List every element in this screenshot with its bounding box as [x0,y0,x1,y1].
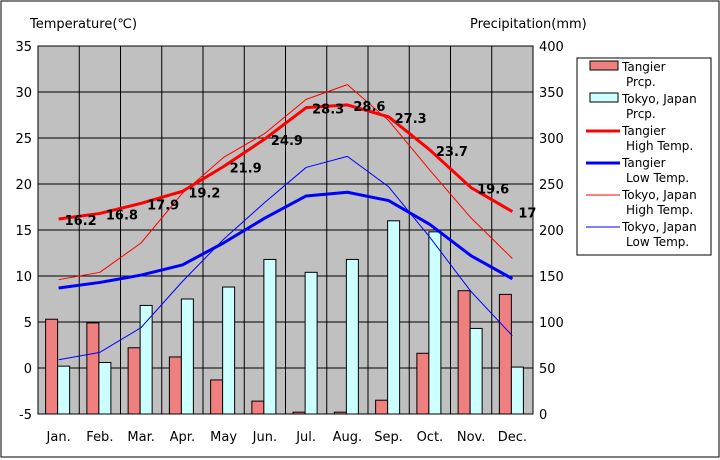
right-tick-label: 150 [539,270,564,285]
legend-label-tokyo-prcp-line2: Prcp. [626,107,656,121]
right-axis-ticks: 0 50 100 150 200 250 300 350 400 [539,40,564,423]
left-tick-label: 15 [15,224,32,239]
data-label-tangier-high-2: 17.9 [147,198,179,213]
bar-tangier-prcp-3 [168,356,182,415]
line-tangier-high-temp [58,103,514,221]
right-tick-label: 300 [539,132,564,147]
x-tick-label: Aug. [333,430,363,445]
bar-tangier-prcp-0 [45,318,59,415]
legend-label-tangier-prcp-line1: Tangier [621,60,666,74]
bar-tokyo-prcp-3 [180,298,194,415]
legend-label-tokyo-high-line1: Tokyo, Japan [621,188,697,202]
data-label-tangier-high-3: 19.2 [188,186,220,201]
left-tick-label: 5 [24,316,32,331]
legend-box [576,57,712,256]
legend-swatch-tokyo-prcp [589,92,619,103]
bar-tangier-prcp-8 [375,399,389,415]
x-tick-label: Oct. [417,430,444,445]
left-tick-label: 30 [15,86,32,101]
bar-tokyo-prcp-6 [304,271,318,415]
left-tick-label: 25 [15,132,32,147]
left-tick-label: 20 [15,178,32,193]
left-axis-ticks: -5 0 5 10 15 20 25 30 35 [15,40,32,423]
legend-label-tangier-high-line2: High Temp. [626,139,693,153]
bar-tangier-prcp-2 [127,347,141,415]
x-tick-label: Apr. [170,430,195,445]
bar-tangier-prcp-11 [498,293,512,415]
bar-tokyo-prcp-4 [222,286,236,415]
bar-tokyo-prcp-1 [98,361,112,415]
line-series [58,84,514,361]
x-tick-label: Dec. [498,430,527,445]
legend-label-tokyo-high-line2: High Temp. [626,203,693,217]
bar-tangier-prcp-5 [251,400,265,415]
right-tick-label: 0 [539,408,547,423]
right-tick-label: 200 [539,224,564,239]
data-label-tangier-high-7: 28.6 [353,100,385,115]
grid-lines [38,46,533,414]
bar-tokyo-prcp-10 [469,327,483,415]
data-label-tangier-high-0: 16.2 [65,214,97,229]
bar-series [45,220,524,415]
bar-tangier-prcp-10 [457,290,471,415]
legend-label-tokyo-prcp-line1: Tokyo, Japan [621,92,697,106]
left-tick-label: 0 [24,362,32,377]
legend-swatch-tangier-prcp [589,60,619,71]
x-tick-label: Nov. [457,430,486,445]
bar-tokyo-prcp-9 [428,231,442,415]
x-tick-label: Jul. [295,430,316,445]
x-tick-label: Feb. [86,430,113,445]
data-label-tangier-high-8: 27.3 [395,112,427,127]
legend-label-tangier-high-line1: Tangier [621,124,666,138]
data-label-tangier-high-4: 21.9 [230,162,262,177]
legend-label-tokyo-low-line2: Low Temp. [626,235,689,249]
bar-tangier-prcp-4 [210,379,224,415]
data-label-tangier-high-9: 23.7 [436,145,468,160]
data-label-tangier-high-6: 28.3 [312,103,344,118]
bar-tokyo-prcp-11 [510,366,524,415]
legend-label-tangier-low-line2: Low Temp. [626,171,689,185]
data-labels: 16.2 16.8 17.9 19.2 21.9 24.9 28.3 28.6 27.3 23.7… [65,100,537,229]
data-label-tangier-high-5: 24.9 [271,134,303,149]
data-label-tangier-high-1: 16.8 [106,208,138,223]
data-label-tangier-high-10: 19.6 [477,183,509,198]
right-axis-title: Precipitation(mm) [470,17,587,32]
bar-tangier-prcp-1 [86,322,100,415]
bar-tangier-prcp-9 [416,352,430,415]
line-tokyo-low-temp [58,155,513,361]
x-tick-label: May [210,430,237,445]
x-axis-ticks: Jan. Feb. Mar. Apr. May Jun. Jul. Aug. Sep. Oct. N… [46,430,527,445]
left-tick-label: 10 [15,270,32,285]
line-tangier-low-temp [58,190,514,290]
legend-label-tokyo-low-line1: Tokyo, Japan [621,220,697,234]
x-tick-label: Jun. [252,430,277,445]
right-tick-label: 100 [539,316,564,331]
bar-tokyo-prcp-0 [57,365,71,415]
right-tick-label: 400 [539,40,564,55]
right-tick-label: 250 [539,178,564,193]
bar-tokyo-prcp-5 [263,258,277,415]
data-label-tangier-high-11: 17 [518,207,536,222]
line-tokyo-high-temp [58,84,513,281]
legend-label-tangier-prcp-line2: Prcp. [626,75,656,89]
bar-tokyo-prcp-7 [345,258,359,415]
legend-label-tangier-low-line1: Tangier [621,156,666,170]
x-tick-label: Jan. [46,430,71,445]
right-tick-label: 350 [539,86,564,101]
bar-tokyo-prcp-8 [387,220,401,415]
x-tick-label: Mar. [127,430,154,445]
left-tick-label: 35 [15,40,32,55]
right-tick-label: 50 [539,362,556,377]
plot-frame [37,45,534,415]
left-tick-label: -5 [19,408,32,423]
x-tick-label: Sep. [374,430,403,445]
left-axis-title: Temperature(℃) [29,17,137,32]
